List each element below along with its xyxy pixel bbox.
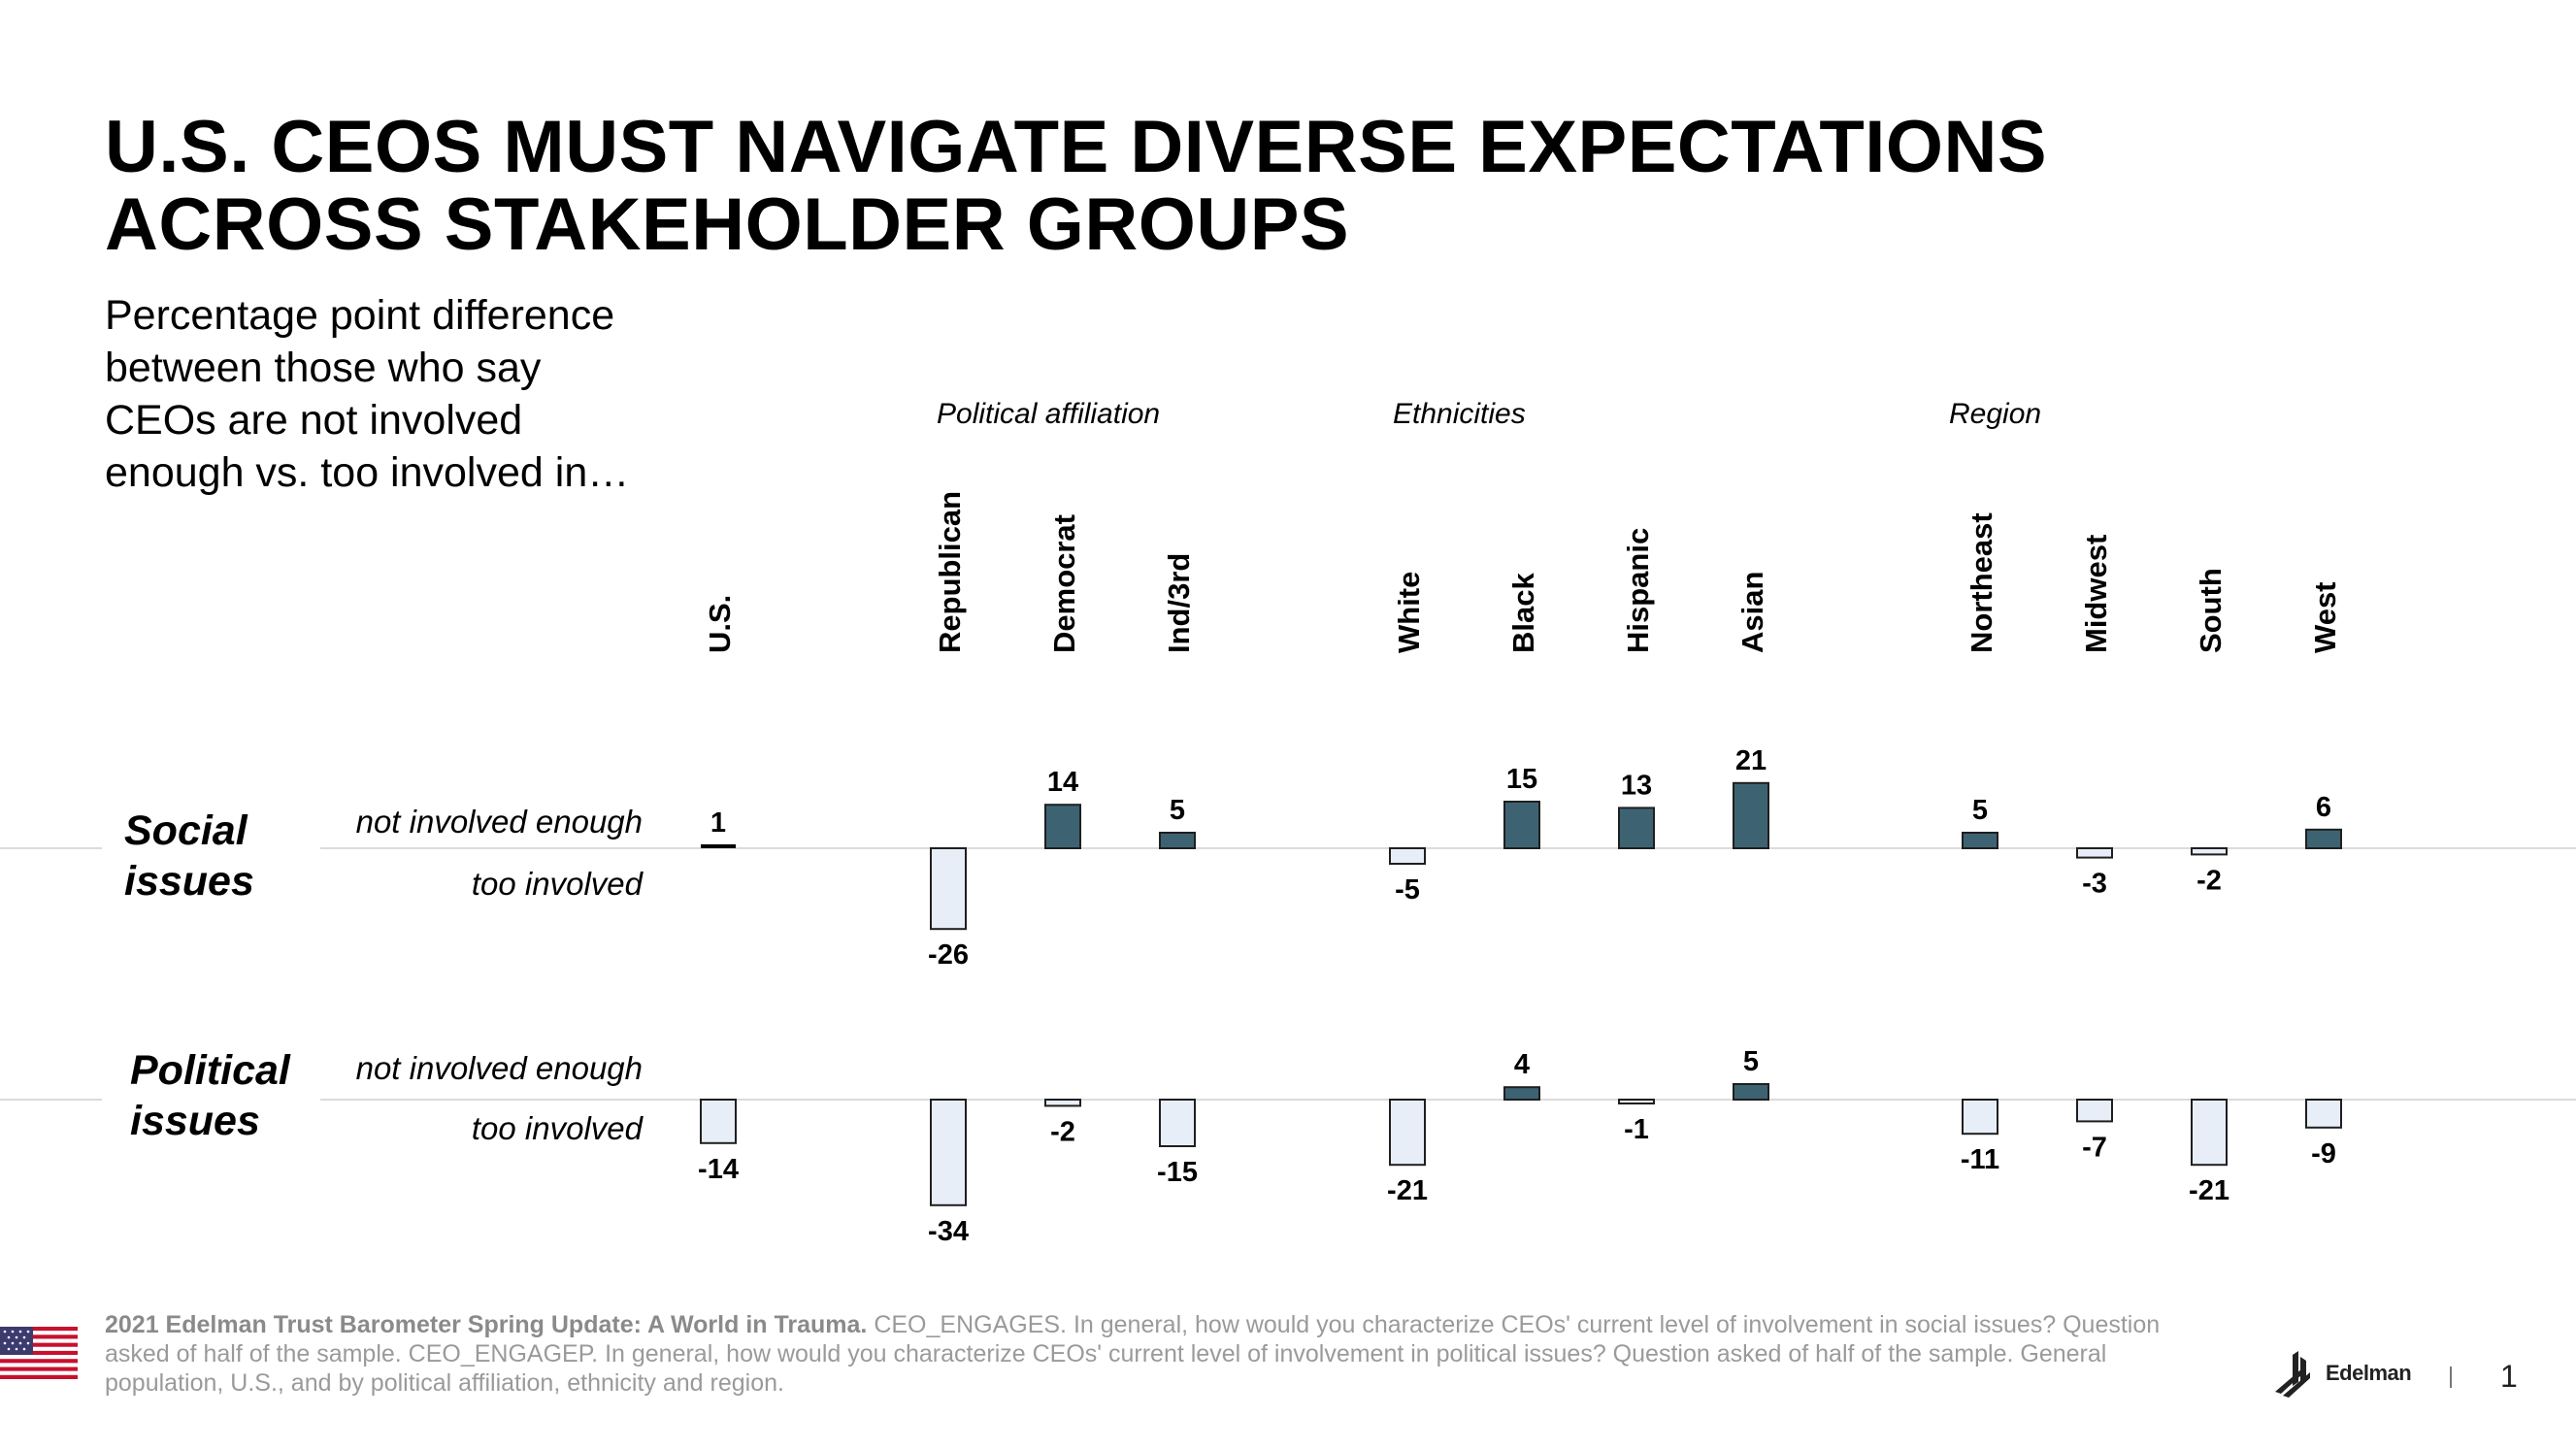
row-label-social-line2: issues: [124, 858, 254, 905]
category-label-republican: Republican: [933, 491, 967, 653]
social-value-ind-3rd: 5: [1170, 795, 1185, 826]
social-value-white: -5: [1395, 874, 1420, 906]
category-label-u-s: U.S.: [703, 595, 737, 653]
category-label-northeast: Northeast: [1965, 512, 1998, 653]
political-value-black: 4: [1514, 1049, 1530, 1080]
social-value-hispanic: 13: [1621, 770, 1652, 801]
political-value-hispanic: -1: [1624, 1114, 1649, 1145]
social-neg-label: too involved: [471, 866, 643, 902]
political-bar-west: [2305, 1099, 2342, 1129]
us-flag-icon: [0, 1327, 78, 1379]
row-label-social: Social issues: [124, 806, 254, 906]
social-bar-u-s: [701, 844, 736, 848]
footnote-source: 2021 Edelman Trust Barometer Spring Upda…: [105, 1311, 868, 1338]
group-label-ethnicities: Ethnicities: [1393, 398, 1526, 430]
political-value-south: -21: [2189, 1175, 2229, 1206]
social-value-midwest: -3: [2082, 869, 2107, 900]
political-bar-northeast: [1962, 1099, 1998, 1136]
social-bar-asian: [1733, 781, 1769, 849]
social-bar-democrat: [1044, 804, 1081, 850]
political-bar-asian: [1733, 1083, 1769, 1101]
footnote-text: CEO_ENGAGES. In general, how would you c…: [105, 1311, 2161, 1397]
row-label-political-line1: Political: [130, 1047, 290, 1094]
political-value-asian: 5: [1743, 1046, 1759, 1077]
political-value-ind-3rd: -15: [1157, 1157, 1198, 1188]
social-bar-midwest: [2076, 847, 2113, 859]
social-pos-label: not involved enough: [355, 804, 643, 840]
social-value-democrat: 14: [1047, 767, 1078, 798]
political-value-u-s: -14: [698, 1154, 739, 1185]
row-label-political: Political issues: [130, 1045, 290, 1146]
political-bar-u-s: [700, 1099, 737, 1144]
brand-name: Edelman: [2326, 1361, 2412, 1385]
political-bar-ind-3rd: [1159, 1099, 1196, 1147]
political-value-democrat: -2: [1050, 1116, 1075, 1147]
political-bar-hispanic: [1618, 1099, 1655, 1104]
political-bar-black: [1503, 1086, 1540, 1101]
category-label-hispanic: Hispanic: [1621, 528, 1655, 653]
political-value-northeast: -11: [1961, 1144, 1999, 1175]
political-value-republican: -34: [928, 1216, 969, 1247]
row-label-social-line1: Social: [124, 807, 248, 854]
category-label-midwest: Midwest: [2079, 535, 2113, 653]
political-value-midwest: -7: [2082, 1132, 2107, 1163]
category-label-south: South: [2194, 568, 2228, 653]
social-bar-northeast: [1962, 832, 1998, 849]
social-value-northeast: 5: [1972, 795, 1988, 826]
edelman-logo: Edelman: [2273, 1349, 2412, 1398]
social-bar-republican: [930, 847, 967, 931]
chart-subtitle: Percentage point difference between thos…: [105, 292, 630, 496]
political-bar-republican: [930, 1099, 967, 1206]
social-value-asian: 21: [1735, 745, 1767, 776]
political-value-west: -9: [2311, 1138, 2336, 1169]
political-bar-white: [1389, 1099, 1426, 1167]
social-value-west: 6: [2316, 792, 2331, 823]
social-bar-hispanic: [1618, 807, 1655, 850]
edelman-logo-icon: [2275, 1351, 2310, 1398]
category-label-white: White: [1392, 572, 1426, 653]
group-label-political: Political affiliation: [937, 398, 1161, 430]
political-bar-midwest: [2076, 1099, 2113, 1123]
category-label-democrat: Democrat: [1047, 514, 1081, 653]
category-label-asian: Asian: [1735, 572, 1769, 653]
category-label-black: Black: [1506, 573, 1540, 653]
social-bar-south: [2191, 847, 2228, 856]
footnote: 2021 Edelman Trust Barometer Spring Upda…: [105, 1310, 2192, 1398]
social-bar-west: [2305, 828, 2342, 849]
category-label-west: West: [2308, 581, 2342, 653]
title-line-1: U.S. CEOS MUST NAVIGATE DIVERSE EXPECTAT…: [105, 106, 2048, 188]
page-number: 1: [2500, 1359, 2518, 1394]
row-label-political-line2: issues: [130, 1098, 260, 1144]
social-bar-black: [1503, 801, 1540, 849]
political-bar-democrat: [1044, 1099, 1081, 1107]
group-label-region: Region: [1949, 398, 2042, 430]
social-value-republican: -26: [928, 939, 969, 971]
social-value-south: -2: [2196, 865, 2222, 896]
category-label-ind-3rd: Ind/3rd: [1162, 553, 1196, 653]
social-value-u-s: 1: [710, 807, 726, 839]
page-title: U.S. CEOS MUST NAVIGATE DIVERSE EXPECTAT…: [105, 109, 2337, 264]
political-value-white: -21: [1387, 1175, 1428, 1206]
social-bar-ind-3rd: [1159, 832, 1196, 849]
political-bar-south: [2191, 1099, 2228, 1167]
social-bar-white: [1389, 847, 1426, 865]
political-neg-label: too involved: [471, 1110, 643, 1146]
footer-divider: [2450, 1367, 2452, 1388]
political-pos-label: not involved enough: [355, 1050, 643, 1086]
social-value-black: 15: [1506, 764, 1537, 795]
title-line-2: ACROSS STAKEHOLDER GROUPS: [105, 183, 1350, 266]
